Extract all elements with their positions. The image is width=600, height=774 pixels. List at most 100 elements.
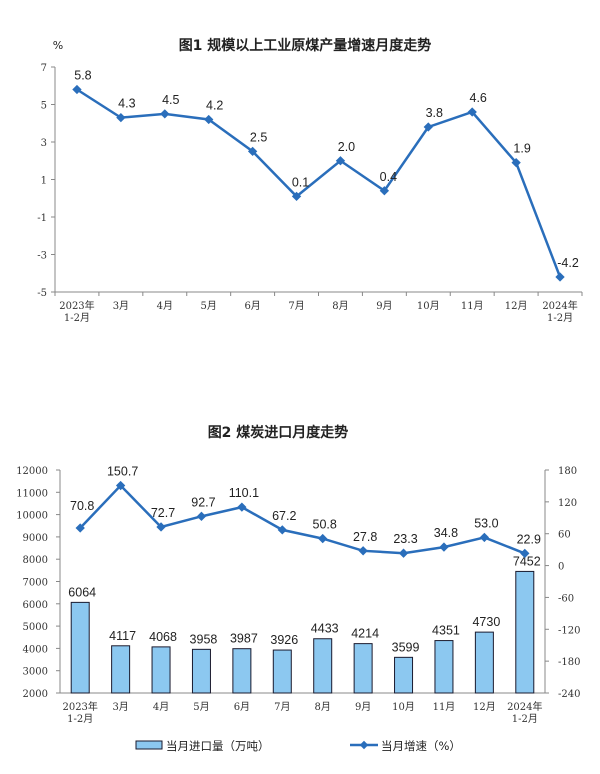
bar (70, 601, 90, 694)
bar-data-label: 7452 (513, 554, 541, 568)
x-tick-label-line: 12月 (473, 701, 496, 713)
chart1-y-unit: % (53, 39, 63, 52)
chart2-legend: 当月进口量（万吨） 当月增速（%） (135, 739, 461, 753)
bar (474, 631, 494, 694)
chart1-title: 图1 规模以上工业原煤产量增速月度走势 (179, 37, 432, 54)
y-tick-label: -1 (37, 213, 47, 224)
x-tick-label-line: 2024年 (542, 299, 577, 312)
y-tick-label: 1 (41, 176, 47, 187)
y-tick-label: 7 (41, 63, 47, 74)
x-tick-label: 3月 (112, 701, 128, 713)
data-label: 0.4 (380, 170, 397, 184)
x-tick-label: 12月 (473, 701, 496, 713)
x-tick-label-line: 1-2月 (67, 713, 93, 725)
x-tick-label: 2024年 1-2月 (542, 299, 577, 324)
data-label: 5.8 (74, 69, 91, 83)
bar (191, 648, 211, 694)
bar (313, 638, 333, 694)
bar (434, 640, 454, 694)
x-tick-label: 8月 (315, 701, 331, 713)
x-tick-label: 4月 (157, 300, 173, 312)
chart2: 12000 11000 10000 9000 8000 7000 6000 5000 4000 3… (16, 465, 580, 725)
x-tick-label-line: 7月 (274, 701, 290, 713)
data-point (291, 191, 302, 202)
data-label: 0.1 (292, 175, 309, 189)
x-tick-label-line: 9月 (376, 300, 392, 312)
x-tick-label-line: 1-2月 (64, 312, 90, 324)
bar-data-label: 3599 (392, 640, 420, 654)
x-tick-label: 7月 (274, 701, 290, 713)
data-point (156, 522, 166, 532)
bar-data-label: 4214 (351, 627, 379, 641)
x-tick-label-line: 3月 (112, 701, 128, 713)
bar (232, 648, 252, 694)
x-tick-label-line: 8月 (315, 701, 331, 713)
left-y-tick-label: 7000 (23, 578, 48, 589)
right-y-tick-label: -60 (558, 593, 574, 604)
data-point (423, 122, 433, 132)
data-label: 4.2 (206, 99, 223, 113)
x-tick-label-line: 7月 (288, 300, 304, 312)
left-y-tick-label: 5000 (23, 622, 48, 633)
data-point (379, 186, 390, 196)
x-tick-label-line: 11月 (461, 300, 484, 312)
data-label: 1.9 (513, 142, 530, 156)
x-tick-label-line: 2023年 (62, 700, 97, 713)
data-label: 4.3 (118, 97, 135, 111)
left-y-tick-label: 6000 (23, 600, 48, 611)
x-tick-label-line: 12月 (505, 300, 528, 312)
x-tick-label: 9月 (376, 300, 392, 312)
data-label: 4.6 (470, 91, 487, 105)
right-y-tick-label: -120 (558, 625, 580, 636)
line-data-label: 50.8 (313, 518, 337, 532)
y-tick-label: -3 (37, 251, 47, 262)
line-data-label: 70.8 (70, 499, 94, 513)
x-tick-label: 3月 (113, 300, 129, 312)
data-point (115, 480, 126, 491)
x-tick-label: 4月 (153, 701, 169, 713)
x-tick-label-line: 2023年 (59, 299, 94, 312)
data-point (72, 84, 82, 95)
x-tick-label-line: 10月 (417, 300, 440, 312)
data-point (237, 502, 247, 512)
right-y-tick-label: -180 (558, 657, 580, 668)
bar-data-label: 4730 (472, 615, 500, 629)
bar-data-label: 4351 (432, 624, 460, 638)
data-point (318, 533, 328, 544)
data-label: -4.2 (557, 256, 579, 270)
right-y-tick-label: 180 (558, 466, 577, 477)
line-data-label: 23.3 (393, 532, 417, 546)
data-point (467, 107, 477, 117)
x-tick-label: 5月 (193, 701, 209, 713)
left-y-tick-label: 9000 (23, 533, 48, 544)
data-point (160, 109, 170, 119)
legend-line-marker (359, 740, 369, 750)
data-point (555, 272, 565, 282)
bar-data-label: 6064 (68, 585, 96, 599)
right-y-tick-label: 120 (558, 498, 577, 509)
line-data-label: 53.0 (474, 516, 498, 530)
data-point (479, 532, 490, 543)
x-tick-label: 11月 (433, 701, 456, 713)
left-y-tick-label: 10000 (16, 511, 48, 522)
x-tick-label-line: 6月 (244, 300, 260, 312)
line-data-label: 22.9 (517, 532, 541, 546)
data-point (439, 542, 449, 552)
bar (394, 656, 414, 694)
x-tick-label: 2023年 1-2月 (59, 299, 94, 324)
data-point (116, 112, 126, 123)
x-tick-label-line: 11月 (433, 701, 456, 713)
data-point (398, 548, 409, 558)
x-tick-label: 12月 (505, 300, 528, 312)
x-tick-label-line: 2024年 (507, 700, 542, 713)
y-tick-label: 3 (41, 138, 47, 149)
line-data-label: 34.8 (434, 526, 458, 540)
x-tick-label: 2024年 1-2月 (507, 700, 542, 725)
bar (151, 646, 171, 694)
x-tick-label: 6月 (244, 300, 260, 312)
x-tick-label: 5月 (201, 300, 217, 312)
y-tick-label: 5 (41, 101, 47, 112)
x-tick-label: 9月 (355, 701, 371, 713)
